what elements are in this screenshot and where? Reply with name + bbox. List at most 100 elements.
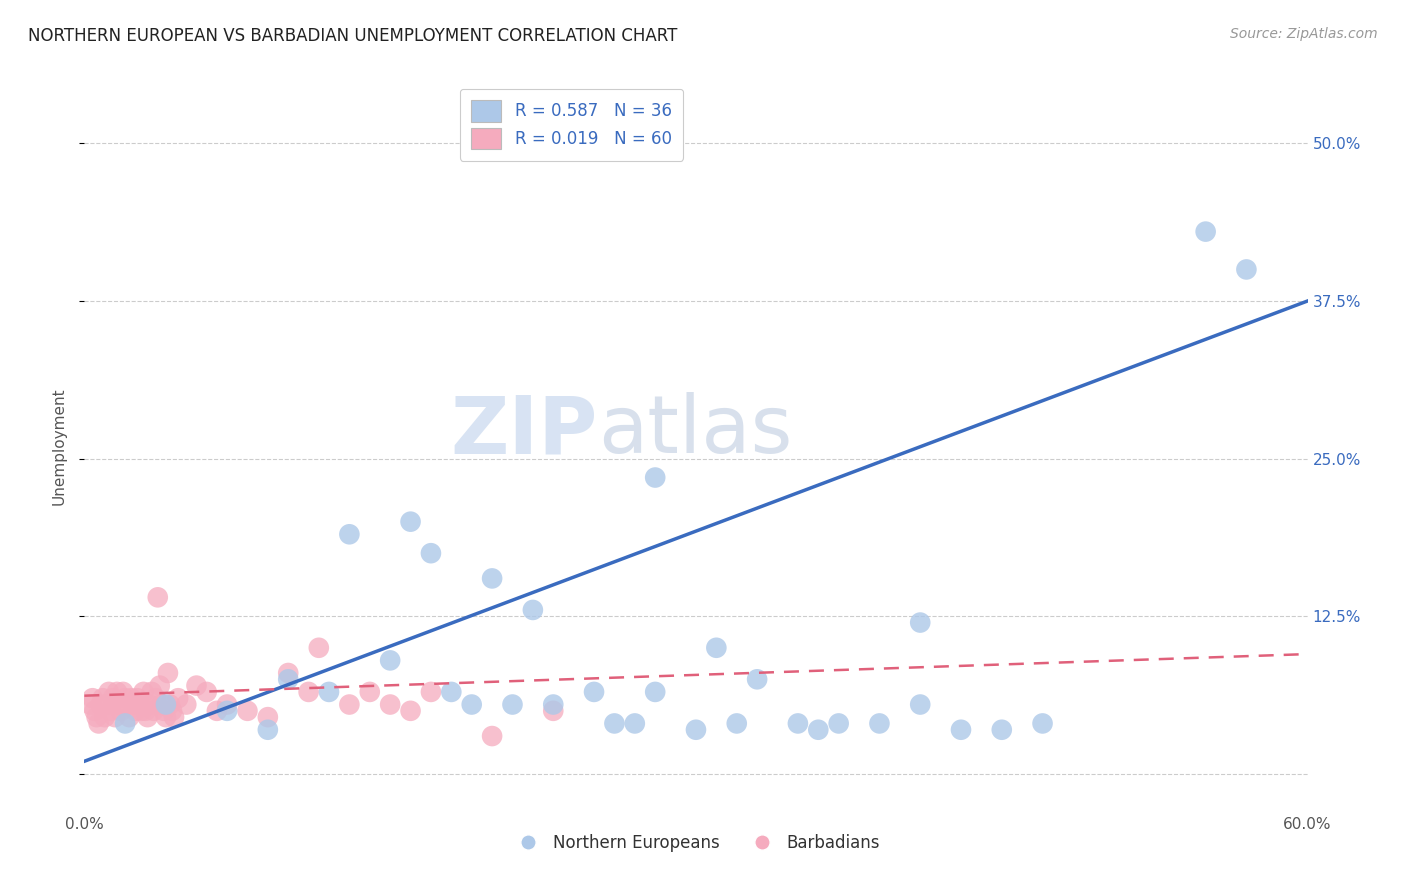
Point xyxy=(298,685,321,699)
Point xyxy=(644,685,666,699)
Point xyxy=(644,470,666,484)
Point xyxy=(156,665,179,680)
Point xyxy=(118,710,141,724)
Point xyxy=(136,710,159,724)
Point xyxy=(420,546,443,560)
Point xyxy=(339,527,361,541)
Point xyxy=(420,685,443,699)
Point xyxy=(108,698,131,712)
Point xyxy=(828,716,851,731)
Legend: Northern Europeans, Barbadians: Northern Europeans, Barbadians xyxy=(505,827,887,858)
Point xyxy=(146,591,169,605)
Point xyxy=(90,698,112,712)
Point xyxy=(115,698,138,712)
Point xyxy=(277,665,299,680)
Point xyxy=(122,698,145,712)
Point xyxy=(87,716,110,731)
Point xyxy=(195,685,218,699)
Point xyxy=(100,704,122,718)
Point xyxy=(603,716,626,731)
Text: NORTHERN EUROPEAN VS BARBADIAN UNEMPLOYMENT CORRELATION CHART: NORTHERN EUROPEAN VS BARBADIAN UNEMPLOYM… xyxy=(28,27,678,45)
Text: atlas: atlas xyxy=(598,392,793,470)
Y-axis label: Unemployment: Unemployment xyxy=(51,387,66,505)
Point xyxy=(112,685,135,699)
Point xyxy=(114,716,136,731)
Point xyxy=(97,685,120,699)
Point xyxy=(339,698,361,712)
Point xyxy=(141,685,163,699)
Point xyxy=(950,723,973,737)
Point xyxy=(685,723,707,737)
Point xyxy=(583,685,606,699)
Point xyxy=(236,704,259,718)
Point xyxy=(96,698,118,712)
Point xyxy=(481,571,503,585)
Point xyxy=(217,704,239,718)
Point xyxy=(105,685,128,699)
Point xyxy=(176,698,198,712)
Point xyxy=(1032,716,1054,731)
Point xyxy=(399,704,422,718)
Point xyxy=(159,698,181,712)
Text: Source: ZipAtlas.com: Source: ZipAtlas.com xyxy=(1230,27,1378,41)
Point xyxy=(991,723,1014,737)
Point xyxy=(153,704,176,718)
Point xyxy=(93,710,117,724)
Point xyxy=(706,640,728,655)
Point xyxy=(138,698,160,712)
Point xyxy=(142,704,165,718)
Point xyxy=(747,673,769,687)
Point xyxy=(114,691,136,706)
Point xyxy=(101,691,124,706)
Point xyxy=(155,698,177,712)
Point xyxy=(869,716,891,731)
Point xyxy=(1195,225,1218,239)
Point xyxy=(380,653,402,667)
Point xyxy=(461,698,484,712)
Point xyxy=(481,729,503,743)
Point xyxy=(522,603,544,617)
Point xyxy=(257,710,280,724)
Point xyxy=(132,685,155,699)
Point xyxy=(150,698,173,712)
Point xyxy=(318,685,340,699)
Point xyxy=(155,710,177,724)
Point xyxy=(217,698,239,712)
Point xyxy=(787,716,810,731)
Point xyxy=(124,704,146,718)
Point xyxy=(205,704,228,718)
Point xyxy=(131,704,153,718)
Point xyxy=(277,673,299,687)
Point xyxy=(145,691,167,706)
Point xyxy=(83,704,105,718)
Point xyxy=(128,698,150,712)
Point xyxy=(440,685,463,699)
Point xyxy=(502,698,524,712)
Text: ZIP: ZIP xyxy=(451,392,598,470)
Point xyxy=(135,704,157,718)
Point xyxy=(82,691,104,706)
Point xyxy=(104,710,127,724)
Point xyxy=(543,698,565,712)
Point xyxy=(380,698,402,712)
Point xyxy=(359,685,381,699)
Point xyxy=(910,698,932,712)
Point xyxy=(725,716,748,731)
Point xyxy=(543,704,565,718)
Point xyxy=(91,691,114,706)
Point xyxy=(308,640,330,655)
Point xyxy=(110,704,132,718)
Point xyxy=(120,691,142,706)
Point xyxy=(399,515,422,529)
Point xyxy=(86,710,108,724)
Point xyxy=(79,698,101,712)
Point xyxy=(163,710,186,724)
Point xyxy=(910,615,932,630)
Point xyxy=(149,679,172,693)
Point xyxy=(160,704,183,718)
Point xyxy=(127,691,149,706)
Point xyxy=(1236,262,1258,277)
Point xyxy=(807,723,830,737)
Point xyxy=(257,723,280,737)
Point xyxy=(624,716,647,731)
